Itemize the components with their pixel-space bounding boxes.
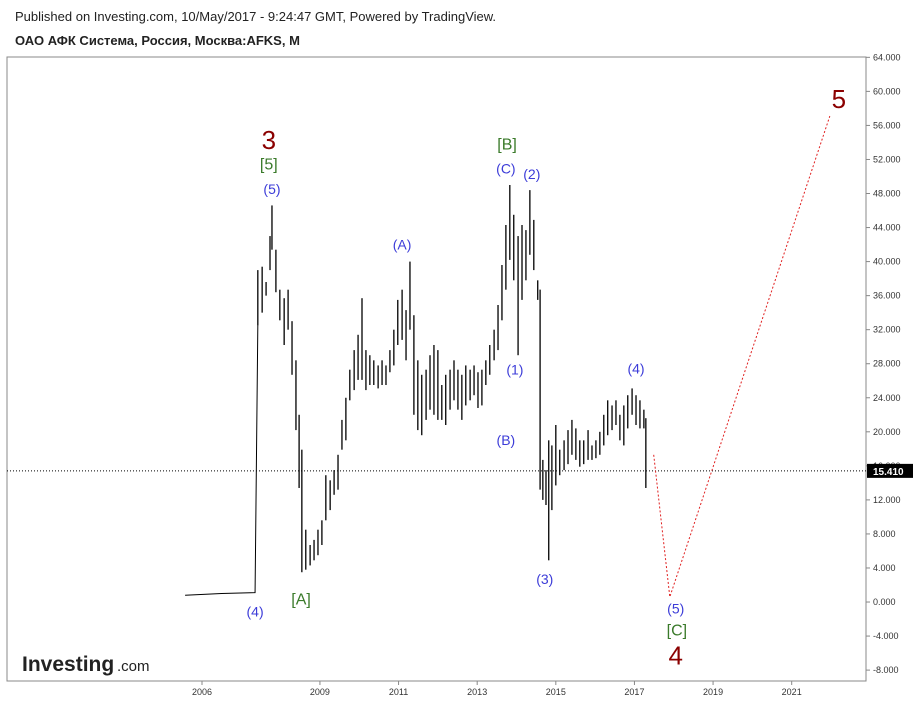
wave-label: 4 [668, 641, 682, 671]
x-tick-label: 2006 [192, 687, 212, 697]
y-tick-label: 0.000 [873, 597, 896, 607]
x-tick-label: 2009 [310, 687, 330, 697]
y-tick-label: 4.000 [873, 563, 896, 573]
published-note: Published on Investing.com, 10/May/2017 … [15, 9, 497, 24]
last-price-label: 15.410 [873, 467, 904, 478]
wave-label: (4) [627, 361, 644, 377]
y-tick-label: -4.000 [873, 631, 899, 641]
wave-label: (2) [523, 166, 540, 182]
y-tick-label: 20.000 [873, 427, 901, 437]
y-tick-label: 28.000 [873, 359, 901, 369]
y-tick-label: 12.000 [873, 495, 901, 505]
y-tick-label: 48.000 [873, 189, 901, 199]
logo-suffix: .com [117, 658, 150, 675]
wave-label: (1) [506, 362, 523, 378]
symbol-title: ОАО АФК Система, Россия, Москва:AFKS, M [15, 33, 300, 48]
y-tick-label: 24.000 [873, 393, 901, 403]
wave-label: [C] [667, 623, 687, 640]
wave-label: [5] [260, 156, 278, 173]
y-tick-label: 36.000 [873, 291, 901, 301]
y-tick-label: 52.000 [873, 154, 901, 164]
y-tick-label: 32.000 [873, 325, 901, 335]
y-tick-label: 40.000 [873, 257, 901, 267]
y-tick-label: 64.000 [873, 52, 901, 62]
y-tick-label: 56.000 [873, 120, 901, 130]
wave-label: (3) [536, 571, 553, 587]
y-tick-label: -8.000 [873, 665, 899, 675]
x-tick-label: 2011 [389, 687, 408, 697]
projection-line [653, 115, 831, 598]
wave-label: (C) [496, 161, 515, 177]
wave-label: (5) [263, 181, 280, 197]
x-tick-label: 2013 [467, 687, 487, 697]
y-tick-label: 8.000 [873, 529, 896, 539]
wave-label: [B] [497, 137, 517, 154]
wave-label: 5 [832, 84, 846, 114]
wave-label: (5) [667, 601, 684, 617]
wave-label: (B) [497, 432, 516, 448]
x-tick-label: 2021 [782, 687, 802, 697]
x-tick-label: 2015 [546, 687, 566, 697]
x-tick-label: 2019 [703, 687, 723, 697]
wave-label: (A) [393, 236, 412, 252]
plot-frame [6, 56, 867, 682]
wave-label: 3 [262, 125, 276, 155]
x-tick-label: 2017 [624, 687, 644, 697]
last-price-box [867, 463, 913, 478]
wave-label: [A] [291, 592, 311, 609]
y-tick-label: 44.000 [873, 223, 901, 233]
y-tick-label: 60.000 [873, 86, 901, 96]
price-line [185, 325, 259, 596]
logo-brand: Investing [22, 653, 114, 676]
wave-label: (4) [247, 603, 264, 619]
